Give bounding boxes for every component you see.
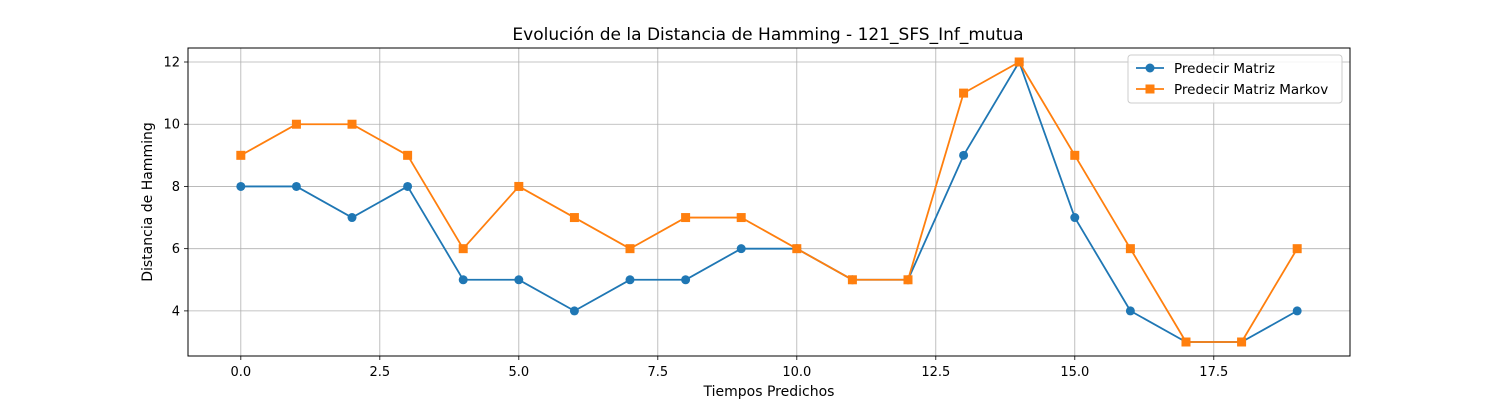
data-point bbox=[236, 150, 246, 160]
ticks: 0.0 2.5 5.0 7.5 10.0 12.5 15.0 17.5 4 6 8 10 12 bbox=[163, 56, 1228, 381]
legend-marker bbox=[1145, 63, 1155, 73]
y-axis-label: Distancia de Hamming bbox=[140, 122, 156, 282]
data-point bbox=[403, 181, 413, 191]
x-tick-label: 7.5 bbox=[647, 365, 668, 380]
data-point bbox=[569, 213, 579, 223]
legend-label: Predecir Matriz bbox=[1174, 61, 1275, 77]
data-point bbox=[458, 275, 468, 285]
data-point bbox=[514, 181, 524, 191]
data-point bbox=[1125, 244, 1135, 254]
x-tick-label: 15.0 bbox=[1060, 365, 1089, 380]
x-tick-label: 12.5 bbox=[921, 365, 950, 380]
data-point bbox=[1070, 213, 1080, 223]
chart-title: Evolución de la Distancia de Hamming - 1… bbox=[512, 25, 1023, 45]
data-point bbox=[347, 119, 357, 129]
data-point bbox=[903, 275, 913, 285]
x-tick-label: 10.0 bbox=[782, 365, 811, 380]
x-axis-label: Tiempos Predichos bbox=[703, 384, 835, 400]
y-tick-label: 10 bbox=[163, 118, 180, 133]
data-point bbox=[959, 88, 969, 98]
data-point bbox=[1014, 57, 1024, 67]
legend-marker bbox=[1145, 84, 1155, 94]
data-point bbox=[569, 306, 579, 316]
legend-item: Predecir Matriz Markov bbox=[1136, 82, 1328, 98]
series-layer bbox=[236, 57, 1302, 347]
x-tick-label: 17.5 bbox=[1199, 365, 1228, 380]
series-line bbox=[240, 61, 1298, 343]
x-tick-label: 2.5 bbox=[369, 365, 390, 380]
x-tick-label: 0.0 bbox=[230, 365, 251, 380]
data-point bbox=[458, 244, 468, 254]
data-point bbox=[236, 181, 246, 191]
series-line bbox=[240, 61, 1298, 343]
plot-frame bbox=[187, 47, 1351, 357]
y-tick-label: 12 bbox=[163, 56, 180, 71]
data-point bbox=[514, 275, 524, 285]
data-point bbox=[291, 119, 301, 129]
data-point bbox=[959, 150, 969, 160]
data-point bbox=[847, 275, 857, 285]
data-point bbox=[681, 275, 691, 285]
data-point bbox=[291, 181, 301, 191]
legend-label: Predecir Matriz Markov bbox=[1174, 82, 1328, 98]
data-point bbox=[1292, 244, 1302, 254]
legend-item: Predecir Matriz bbox=[1136, 61, 1275, 77]
y-tick-label: 4 bbox=[172, 304, 180, 319]
data-point bbox=[736, 244, 746, 254]
data-point bbox=[1125, 306, 1135, 316]
y-tick-label: 8 bbox=[172, 180, 180, 195]
data-point bbox=[403, 150, 413, 160]
data-point bbox=[1181, 337, 1191, 347]
data-point bbox=[1070, 150, 1080, 160]
data-point bbox=[347, 213, 357, 223]
data-point bbox=[681, 213, 691, 223]
data-point bbox=[1237, 337, 1247, 347]
data-point bbox=[736, 213, 746, 223]
legend: Predecir Matriz Predecir Matriz Markov bbox=[1127, 54, 1343, 104]
data-point bbox=[792, 244, 802, 254]
x-tick-label: 5.0 bbox=[508, 365, 529, 380]
legend-box bbox=[1127, 54, 1343, 104]
series-2 bbox=[236, 57, 1302, 347]
data-point bbox=[1292, 306, 1302, 316]
y-tick-label: 6 bbox=[172, 242, 180, 257]
data-point bbox=[625, 275, 635, 285]
data-point bbox=[625, 244, 635, 254]
